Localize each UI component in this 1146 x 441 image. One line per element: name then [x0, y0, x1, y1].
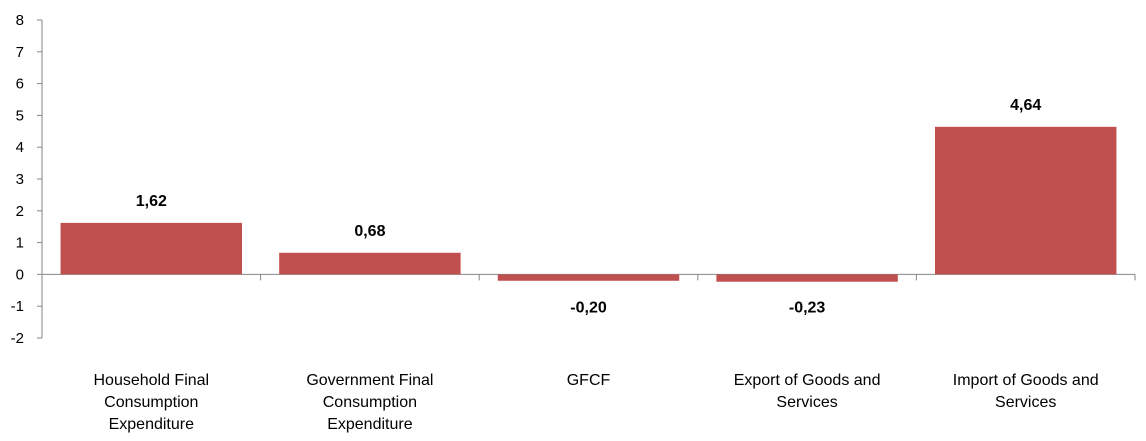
y-tick-label: 1: [16, 235, 24, 252]
data-label: -0,20: [570, 299, 607, 316]
data-label: -0,23: [789, 299, 826, 316]
y-tick-label: 3: [16, 171, 24, 188]
category-label-line: Consumption: [104, 394, 198, 411]
chart-bars: [60, 126, 1117, 282]
category-label-line: Household Final: [93, 372, 209, 389]
bar: [934, 126, 1117, 275]
data-label: 0,68: [354, 223, 385, 240]
y-tick-label: 6: [16, 76, 24, 93]
category-label-line: GFCF: [567, 372, 611, 389]
category-label: Household Final Consumption Expenditure: [93, 372, 209, 433]
data-label: 1,62: [136, 193, 167, 210]
y-tick-label: 5: [16, 107, 24, 124]
category-label-line: Expenditure: [327, 416, 412, 433]
y-tick-label: 2: [16, 203, 24, 220]
bar: [279, 252, 461, 275]
bar: [497, 274, 680, 281]
category-label-line: Services: [776, 394, 837, 411]
category-label: Export of Goods and Services: [734, 372, 881, 411]
chart-labels: 1,62 Household Final Consumption Expenditur…: [93, 97, 1098, 433]
category-label-line: Import of Goods and: [953, 372, 1099, 389]
category-label: Import of Goods and Services: [953, 372, 1099, 411]
category-label-line: Government Final: [306, 372, 433, 389]
y-tick-label: 0: [16, 266, 24, 283]
bar: [60, 222, 243, 275]
y-tick-label: -1: [11, 298, 24, 315]
data-label: 4,64: [1010, 97, 1041, 114]
category-label-line: Consumption: [323, 394, 417, 411]
y-tick-label: -2: [11, 330, 24, 347]
y-tick-label: 4: [16, 139, 24, 156]
category-label-line: Export of Goods and: [734, 372, 881, 389]
y-tick-label: 8: [16, 12, 24, 29]
category-label: Government Final Consumption Expenditure: [306, 372, 433, 433]
bar: [716, 274, 898, 282]
category-label: GFCF: [567, 372, 611, 389]
y-tick-label: 7: [16, 44, 24, 61]
category-label-line: Expenditure: [109, 416, 194, 433]
category-label-line: Services: [995, 394, 1056, 411]
